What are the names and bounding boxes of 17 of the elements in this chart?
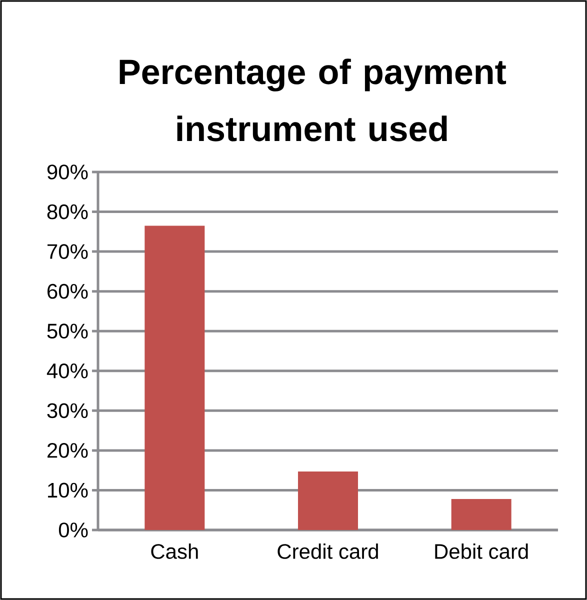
x-tick-label: Credit card (278, 544, 378, 559)
y-tick-label: 60% (48, 284, 88, 299)
chart-title: Percentage of payment instrument used (120, 58, 506, 142)
y-tick-label: 30% (47, 403, 88, 418)
y-tick-label: 10% (48, 482, 88, 498)
y-tick-label: 40% (46, 363, 88, 378)
y-tick-label: 80% (47, 204, 88, 220)
y-tick-label: 20% (48, 443, 88, 458)
bar (298, 472, 358, 530)
bar (451, 498, 512, 530)
bar (144, 226, 205, 530)
y-tick-label: 0% (58, 522, 88, 538)
y-tick-label: 70% (48, 244, 88, 259)
x-tick-label: Cash (151, 544, 198, 559)
y-tick-label: 50% (47, 324, 88, 339)
y-tick-label: 90% (47, 164, 88, 180)
x-tick-label: Debit card (435, 544, 528, 559)
